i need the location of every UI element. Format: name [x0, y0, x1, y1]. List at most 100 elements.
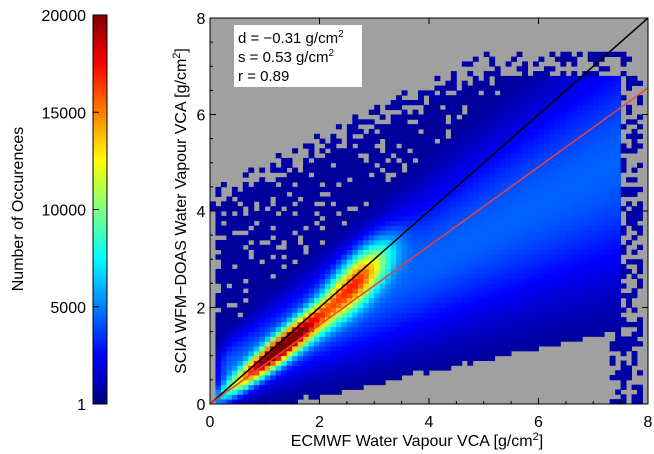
heatmap-cell: [412, 215, 419, 222]
heatmap-cell: [357, 379, 364, 386]
heatmap-cell: [593, 293, 600, 299]
heatmap-cell: [450, 119, 457, 125]
heatmap-cell: [538, 148, 545, 154]
heatmap-cell: [407, 341, 413, 347]
heatmap-cell: [286, 360, 293, 366]
heatmap-cell: [543, 177, 550, 183]
heatmap-cell: [516, 293, 523, 299]
heatmap-cell: [379, 182, 386, 188]
heatmap-cell: [363, 143, 370, 149]
heatmap-cell: [533, 235, 539, 241]
heatmap-cell: [571, 90, 578, 96]
heatmap-cell: [478, 100, 485, 106]
heatmap-cell: [538, 225, 545, 231]
heatmap-cell: [396, 293, 403, 299]
heatmap-cell: [330, 167, 337, 173]
heatmap-cell: [248, 235, 255, 241]
heatmap-cell: [604, 235, 611, 241]
heatmap-cell: [467, 235, 474, 241]
heatmap-cell: [253, 273, 260, 279]
heatmap-cell: [571, 283, 578, 289]
heatmap-cell: [461, 153, 468, 159]
heatmap-cell: [483, 254, 490, 260]
heatmap-cell: [522, 186, 528, 193]
heatmap-cell: [363, 278, 370, 284]
heatmap-cell: [253, 379, 260, 386]
heatmap-cell: [637, 201, 643, 207]
heatmap-cell: [407, 302, 413, 308]
heatmap-cell: [297, 384, 304, 390]
heatmap-cell: [533, 71, 539, 77]
heatmap-cell: [281, 235, 288, 241]
heatmap-cell: [527, 138, 534, 144]
heatmap-cell: [259, 394, 266, 400]
heatmap-cell: [303, 157, 309, 164]
heatmap-cell: [429, 104, 435, 111]
heatmap-cell: [407, 191, 413, 197]
heatmap-cell: [429, 312, 435, 318]
heatmap-cell: [439, 264, 446, 270]
heatmap-cell: [270, 283, 277, 289]
heatmap-cell: [439, 133, 446, 140]
heatmap-cell: [363, 244, 370, 250]
heatmap-cell: [478, 143, 485, 149]
heatmap-cell: [620, 399, 627, 404]
heatmap-cell: [418, 302, 424, 308]
heatmap-cell: [368, 148, 375, 154]
heatmap-cell: [385, 220, 392, 226]
heatmap-cell: [609, 128, 616, 135]
heatmap-cell: [483, 215, 490, 222]
heatmap-cell: [264, 293, 271, 299]
heatmap-cell: [494, 196, 501, 202]
heatmap-cell: [445, 186, 452, 193]
heatmap-cell: [429, 215, 435, 222]
heatmap-cell: [505, 293, 512, 299]
heatmap-cell: [368, 211, 375, 217]
heatmap-cell: [242, 302, 249, 308]
heatmap-cell: [494, 283, 501, 289]
heatmap-cell: [472, 206, 479, 212]
heatmap-cell: [565, 268, 572, 275]
heatmap-cell: [472, 80, 479, 86]
heatmap-cell: [571, 71, 578, 77]
heatmap-cell: [418, 148, 424, 154]
heatmap-cell: [314, 370, 320, 376]
heatmap-cell: [637, 211, 643, 217]
heatmap-cell: [604, 109, 611, 115]
heatmap-cell: [522, 321, 528, 328]
heatmap-cell: [626, 321, 632, 328]
heatmap-cell: [418, 350, 424, 357]
heatmap-cell: [379, 254, 386, 260]
heatmap-cell: [352, 254, 359, 260]
heatmap-cell: [412, 235, 419, 241]
heatmap-cell: [604, 249, 611, 255]
heatmap-cell: [571, 288, 578, 294]
heatmap-cell: [549, 95, 556, 101]
heatmap-cell: [242, 273, 249, 279]
heatmap-cell: [505, 264, 512, 270]
heatmap-cell: [500, 196, 507, 202]
heatmap-cell: [401, 220, 408, 226]
heatmap-cell: [549, 254, 556, 260]
heatmap-cell: [582, 244, 589, 250]
heatmap-cell: [609, 138, 616, 144]
heatmap-cell: [505, 201, 512, 207]
heatmap-cell: [253, 264, 260, 270]
heatmap-cell: [593, 196, 600, 202]
heatmap-cell: [248, 317, 255, 323]
heatmap-cell: [368, 109, 375, 115]
heatmap-cell: [598, 220, 605, 226]
heatmap-cell: [620, 365, 627, 371]
heatmap-cell: [576, 297, 583, 304]
heatmap-cell: [593, 302, 600, 308]
heatmap-cell: [314, 283, 320, 289]
heatmap-cell: [303, 379, 309, 386]
heatmap-cell: [226, 239, 233, 246]
heatmap-cell: [439, 119, 446, 125]
heatmap-cell: [297, 273, 304, 279]
heatmap-cell: [308, 365, 315, 371]
heatmap-cell: [379, 355, 386, 361]
heatmap-cell: [319, 384, 326, 390]
heatmap-cell: [461, 302, 468, 308]
